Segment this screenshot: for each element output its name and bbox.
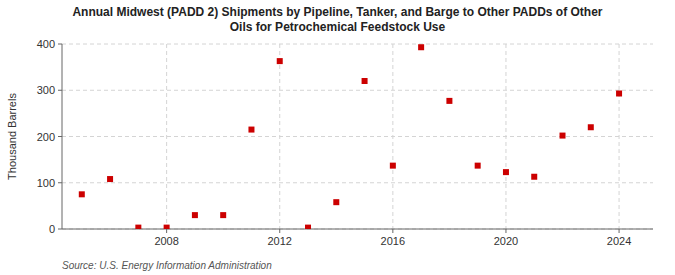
x-tick <box>619 229 620 233</box>
point <box>135 225 141 229</box>
point <box>192 212 198 218</box>
point <box>362 78 368 84</box>
chart: Annual Midwest (PADD 2) Shipments by Pip… <box>0 0 675 275</box>
y-grid-line <box>62 182 653 183</box>
y-grid-line <box>62 90 653 91</box>
points <box>79 44 622 229</box>
source-note: Source: U.S. Energy Information Administ… <box>62 260 272 271</box>
point <box>531 174 537 180</box>
y-tick-label: 300 <box>37 84 55 96</box>
title: Annual Midwest (PADD 2) Shipments by Pip… <box>72 5 602 34</box>
y-grid-line <box>62 44 653 45</box>
y-tick-label: 100 <box>37 177 55 189</box>
grid <box>62 44 653 229</box>
x-tick-label: 2012 <box>267 235 291 247</box>
point <box>616 90 622 96</box>
y-tick-label: 0 <box>49 223 55 235</box>
x-tick-label: 2016 <box>381 235 405 247</box>
point <box>418 44 424 50</box>
x-grid-line <box>619 44 620 229</box>
point <box>446 98 452 104</box>
x-grid-line <box>279 44 280 229</box>
point <box>588 124 594 130</box>
x-tick <box>505 229 506 233</box>
point <box>107 176 113 182</box>
x-tick-label: 2008 <box>154 235 178 247</box>
x-grid-line <box>166 44 167 229</box>
point <box>333 199 339 205</box>
point <box>560 133 566 139</box>
y-tick <box>58 136 62 137</box>
y-grid-line <box>62 229 653 230</box>
point <box>220 212 226 218</box>
y-tick <box>58 229 62 230</box>
x-tick-label: 2024 <box>607 235 631 247</box>
point <box>503 169 509 175</box>
point <box>305 225 311 229</box>
x-tick <box>392 229 393 233</box>
y-axis-label: Thousand Barrels <box>6 93 18 180</box>
point <box>164 225 170 229</box>
x-grid-line <box>505 44 506 229</box>
y-tick <box>58 90 62 91</box>
point <box>277 58 283 64</box>
y-tick <box>58 44 62 45</box>
y-tick-label: 400 <box>37 38 55 50</box>
y-tick <box>58 182 62 183</box>
x-tick <box>166 229 167 233</box>
axes: 2008 2012 2016 2020 2024 0 100 200 300 400 <box>37 38 632 247</box>
x-axis-line <box>62 229 653 230</box>
x-grid-line <box>392 44 393 229</box>
chart-container: Annual Midwest (PADD 2) Shipments by Pip… <box>0 0 675 275</box>
point <box>390 163 396 169</box>
y-tick-label: 200 <box>37 131 55 143</box>
point <box>248 127 254 133</box>
point <box>475 163 481 169</box>
x-tick <box>279 229 280 233</box>
point <box>79 191 85 197</box>
x-tick-label: 2020 <box>494 235 518 247</box>
